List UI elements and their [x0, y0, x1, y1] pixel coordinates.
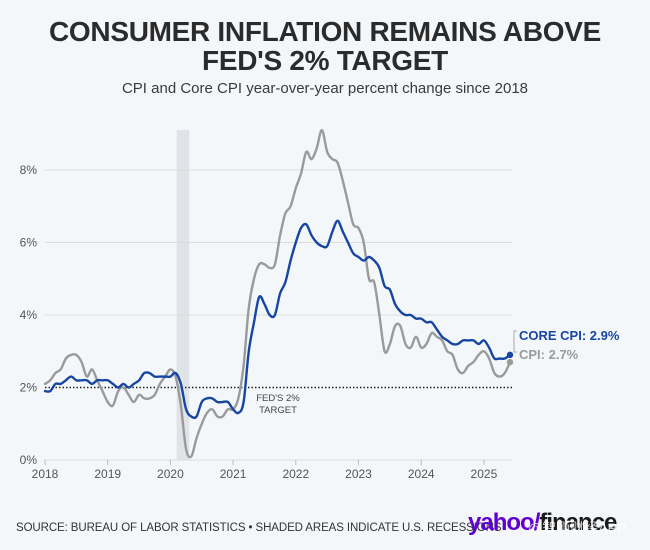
- fed-target-label-line-1: FED'S 2%: [256, 393, 300, 404]
- x-tick-label: 2023: [345, 467, 372, 481]
- chart-title-line-2: FED'S 2% TARGET: [202, 45, 448, 76]
- x-tick-label: 2018: [32, 467, 59, 481]
- end-label-layer: CORE CPI: 2.9% CPI: 2.7%: [513, 328, 620, 362]
- yahoo-finance-logo: yahoo/finance: [468, 509, 617, 537]
- core-cpi-line: [43, 219, 512, 420]
- y-tick-label: 0%: [20, 453, 38, 467]
- watermark: @智通财经APP: [528, 520, 627, 536]
- x-tick-label: 2020: [157, 467, 184, 481]
- y-tick-label: 8%: [20, 163, 38, 177]
- grid-layer: 0% 2% 4% 6% 8%: [20, 163, 512, 467]
- cpi-endpoint: [506, 358, 514, 366]
- x-tick-label: 2025: [471, 467, 498, 481]
- x-tick-label: 2024: [408, 467, 435, 481]
- core-cpi-endpoint: [506, 351, 514, 359]
- core-cpi-end-label: CORE CPI: 2.9%: [519, 328, 620, 343]
- logo-slash: /: [533, 509, 541, 536]
- x-axis: 2018 2019 2020 2021 2022 2023 2024 2025: [32, 460, 498, 481]
- chart-title-line-1: CONSUMER INFLATION REMAINS ABOVE: [49, 16, 601, 47]
- x-tick-label: 2022: [282, 467, 309, 481]
- x-tick-label: 2021: [220, 467, 247, 481]
- source-note: SOURCE: BUREAU OF LABOR STATISTICS • SHA…: [16, 522, 502, 534]
- logo-finance: finance: [539, 509, 617, 536]
- x-tick-label: 2019: [94, 467, 121, 481]
- y-tick-label: 4%: [20, 308, 38, 322]
- series-layer: [43, 128, 514, 459]
- chart-subtitle: CPI and Core CPI year-over-year percent …: [121, 80, 529, 97]
- cpi-end-label: CPI: 2.7%: [519, 347, 579, 362]
- y-tick-label: 2%: [20, 381, 38, 395]
- chart-title: CONSUMER INFLATION REMAINS ABOVE FED'S 2…: [0, 17, 650, 75]
- label-bracket: [513, 330, 517, 353]
- cpi-line: [43, 128, 512, 459]
- y-tick-label: 6%: [20, 236, 38, 250]
- logo-yahoo: yahoo: [468, 509, 535, 536]
- fed-target-label-line-2: TARGET: [259, 405, 297, 416]
